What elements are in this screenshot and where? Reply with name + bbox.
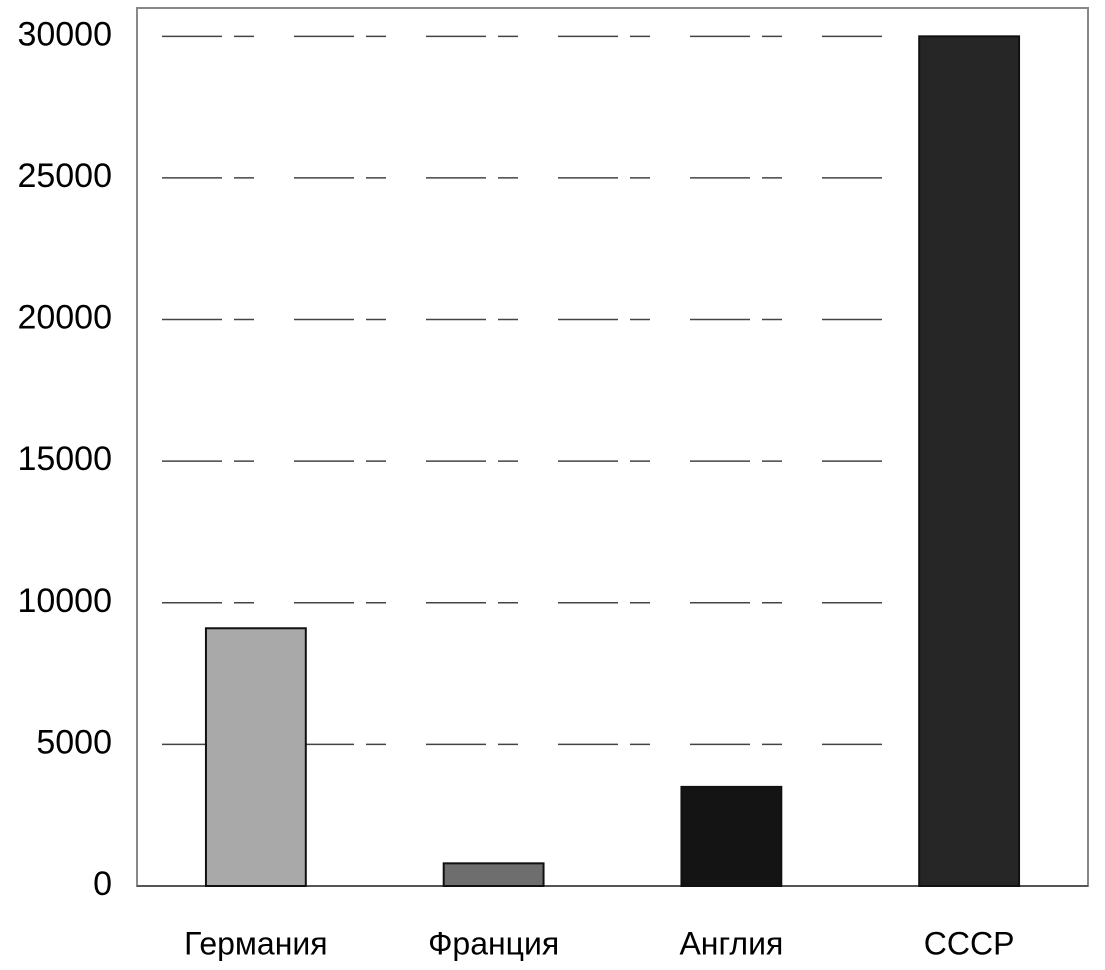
bar xyxy=(918,35,1021,888)
bar xyxy=(442,862,545,887)
x-tick-label: Франция xyxy=(428,925,559,961)
bar xyxy=(204,627,307,887)
y-tick-label: 30000 xyxy=(17,15,112,53)
x-tick-label: СССР xyxy=(924,925,1015,961)
y-tick-label: 5000 xyxy=(36,723,112,761)
x-tick-label: Германия xyxy=(184,925,327,961)
x-tick-label: Англия xyxy=(679,925,783,961)
y-tick-label: 15000 xyxy=(17,440,112,478)
bar xyxy=(680,785,783,888)
y-tick-label: 10000 xyxy=(17,582,112,620)
y-tick-label: 0 xyxy=(93,865,112,903)
y-tick-label: 25000 xyxy=(17,157,112,195)
y-tick-label: 20000 xyxy=(17,299,112,337)
